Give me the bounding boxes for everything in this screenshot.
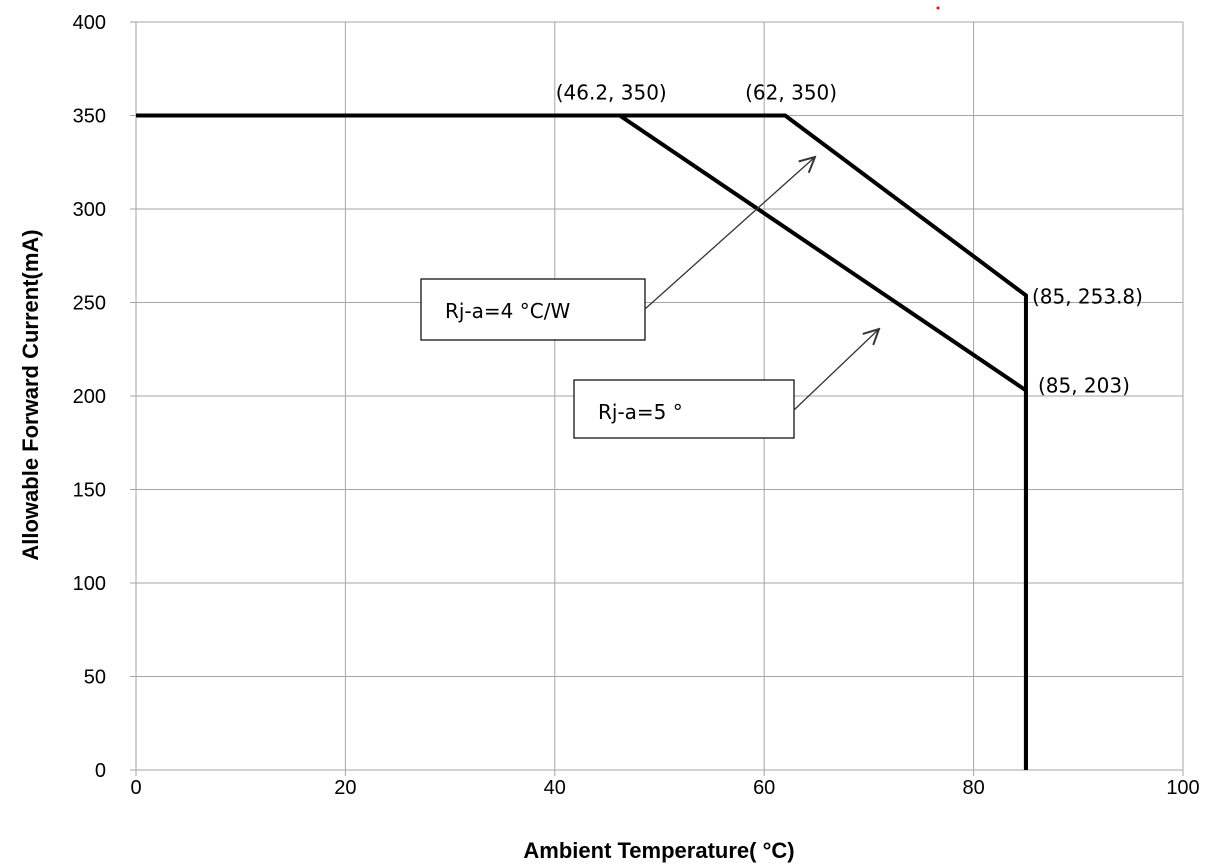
callout-label-1: Rj-a=4 °C/W bbox=[445, 299, 570, 323]
y-axis-title: Allowable Forward Current(mA) bbox=[18, 229, 43, 560]
y-tick-label: 100 bbox=[73, 573, 106, 595]
series-line-2 bbox=[136, 113, 1028, 770]
callout-label-2: Rj-a=5 ° bbox=[598, 400, 683, 424]
point-annotation-3: (85, 253.8) bbox=[1032, 284, 1143, 308]
callout-arrow-2 bbox=[793, 329, 879, 411]
y-tick-labels: 0 50 100 150 200 250 300 350 400 bbox=[73, 12, 106, 782]
point-annotation-1: (46.2, 350) bbox=[556, 81, 667, 105]
y-tick-label: 200 bbox=[73, 386, 106, 408]
y-tick-label: 50 bbox=[84, 667, 106, 689]
x-tick-labels: 0 20 40 60 80 100 bbox=[130, 777, 1199, 799]
x-tick-label: 20 bbox=[334, 777, 356, 799]
x-tick-label: 40 bbox=[544, 777, 566, 799]
x-axis-title: Ambient Temperature( °C) bbox=[523, 838, 794, 863]
y-tick-label: 400 bbox=[73, 12, 106, 34]
x-tick-label: 60 bbox=[753, 777, 775, 799]
x-tick-label: 0 bbox=[130, 777, 141, 799]
y-tick-label: 300 bbox=[73, 199, 106, 221]
callouts: Rj-a=4 °C/W Rj-a=5 ° bbox=[420, 157, 879, 439]
callout-arrow-1 bbox=[644, 157, 815, 310]
x-tick-label: 100 bbox=[1166, 777, 1199, 799]
x-tick-label: 80 bbox=[962, 777, 984, 799]
point-annotation-4: (85, 203) bbox=[1038, 373, 1130, 397]
callout-box-2 bbox=[573, 379, 795, 439]
stray-dot bbox=[936, 6, 940, 10]
y-tick-label: 0 bbox=[95, 760, 106, 782]
point-annotation-2: (62, 350) bbox=[745, 81, 837, 105]
y-tick-label: 250 bbox=[73, 293, 106, 315]
y-tick-label: 150 bbox=[73, 480, 106, 502]
series-lines bbox=[136, 113, 1028, 770]
point-annotations: (46.2, 350) (62, 350) (85, 253.8) (85, 203) bbox=[556, 81, 1143, 398]
series-line-1 bbox=[136, 113, 1028, 770]
callout-box-1 bbox=[420, 278, 646, 341]
y-tick-label: 350 bbox=[73, 106, 106, 128]
